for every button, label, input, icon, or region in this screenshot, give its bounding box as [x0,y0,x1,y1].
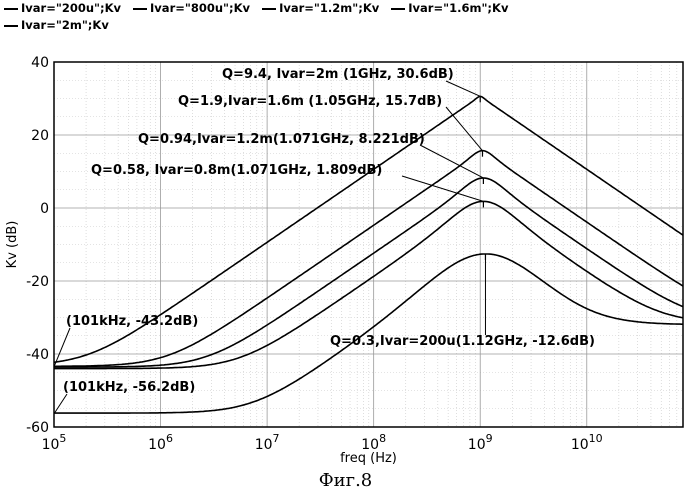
annotation-leader [420,145,483,178]
annotation-label: Q=0.94,Ivar=1.2m(1.071GHz, 8.221dB) [138,132,425,147]
x-tick-label: 108 [361,432,386,453]
annotation-leader [54,394,67,413]
y-tick-label: 40 [31,55,49,71]
annotation-label: (101kHz, -43.2dB) [66,314,198,329]
y-tick-label: 0 [40,201,49,217]
y-tick-label: -20 [26,274,49,290]
y-tick-label: 20 [31,128,49,144]
x-tick-label: 107 [255,432,280,453]
chart-plot: -60-40-20020401051061071081091010freq (H… [0,0,691,470]
x-tick-label: 106 [148,432,173,453]
y-axis-label: Kv (dB) [5,221,20,269]
annotation-label: Q=9.4, Ivar=2m (1GHz, 30.6dB) [222,67,454,82]
annotation-label: Q=1.9,Ivar=1.6m (1.05GHz, 15.7dB) [178,94,442,109]
annotation-leader [446,107,482,151]
y-tick-label: -40 [26,347,49,363]
annotation-label: Q=0.58, Ivar=0.8m(1.071GHz, 1.809dB) [91,163,382,178]
x-axis-label: freq (Hz) [340,451,397,466]
minor-grid [54,62,683,427]
annotation-label: Q=0.3,Ivar=200u(1.12GHz, -12.6dB) [330,334,595,349]
figure-caption: Фиг.8 [0,470,691,491]
x-tick-label: 109 [468,432,493,453]
y-tick-label: -60 [26,420,49,436]
x-tick-label: 1010 [571,432,603,453]
annotation-label: (101kHz, -56.2dB) [63,380,195,395]
